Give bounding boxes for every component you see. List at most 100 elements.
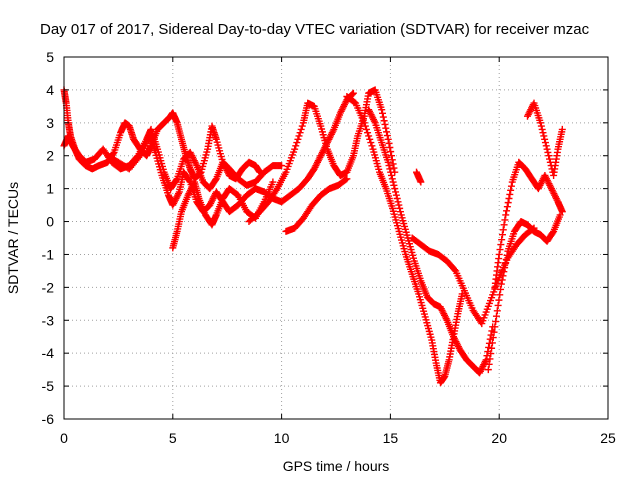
y-tick-label: -4: [42, 345, 55, 361]
data-point: [362, 125, 370, 133]
data-point: [388, 175, 396, 183]
data-series: [245, 86, 399, 226]
y-tick-label: -2: [42, 279, 55, 295]
data-point: [396, 204, 404, 212]
data-point: [364, 129, 372, 137]
data-point: [487, 350, 495, 358]
plot-area-frame: [63, 56, 609, 420]
data-point: [498, 236, 506, 244]
data-point: [394, 198, 402, 206]
data-point: [360, 119, 368, 127]
data-point: [385, 162, 393, 170]
data-point: [489, 334, 497, 342]
data-series: [413, 168, 425, 186]
data-point: [484, 366, 492, 374]
data-point: [278, 162, 286, 170]
y-tick-label: -5: [42, 378, 55, 394]
y-tick-label: 1: [46, 181, 54, 197]
data-point: [291, 145, 299, 153]
data-point: [537, 119, 545, 127]
data-point: [492, 312, 500, 320]
y-tick-label: 4: [46, 82, 54, 98]
data-point: [482, 356, 490, 364]
data-point: [293, 139, 301, 147]
data-point: [497, 241, 505, 249]
data-series: [60, 125, 286, 193]
data-point: [368, 142, 376, 150]
data-point: [386, 165, 394, 173]
data-point: [504, 199, 512, 207]
data-point: [502, 255, 510, 263]
data-point: [386, 144, 394, 151]
data-point: [380, 117, 388, 125]
data-point: [544, 148, 552, 156]
y-tick-label: 3: [46, 115, 54, 131]
data-point: [395, 201, 403, 209]
data-point: [385, 139, 393, 147]
data-point: [541, 139, 549, 147]
data-point: [269, 178, 277, 186]
data-point: [539, 129, 547, 137]
data-point: [379, 113, 387, 121]
data-point: [294, 135, 302, 143]
data-point: [500, 268, 508, 276]
data-point: [498, 276, 506, 284]
data-point: [558, 125, 566, 133]
data-point: [417, 178, 425, 186]
data-point: [505, 195, 513, 203]
data-series: [282, 175, 351, 235]
data-markers: [60, 86, 566, 387]
data-point: [546, 155, 554, 163]
y-tick-label: -1: [42, 246, 55, 262]
data-point: [391, 185, 399, 193]
data-point: [367, 139, 375, 147]
data-point: [486, 355, 494, 363]
y-tick-label: 2: [46, 148, 54, 164]
x-tick-label: 20: [491, 430, 507, 446]
data-point: [488, 339, 496, 347]
x-tick-label: 25: [600, 430, 616, 446]
x-axis-label: GPS time / hours: [283, 458, 390, 474]
data-point: [387, 148, 395, 156]
data-point: [541, 135, 549, 143]
data-point: [384, 158, 392, 166]
data-point: [451, 266, 459, 274]
data-point: [507, 182, 515, 190]
x-tick-label: 10: [274, 430, 290, 446]
data-point: [545, 152, 553, 160]
y-tick-label: 5: [46, 49, 54, 65]
data-point: [540, 132, 548, 140]
data-point: [384, 135, 392, 143]
data-point: [488, 344, 496, 352]
data-point: [507, 186, 515, 194]
data-point: [297, 125, 305, 133]
data-point: [502, 211, 510, 219]
data-point: [292, 142, 300, 150]
x-tick-label: 15: [383, 430, 399, 446]
data-point: [499, 226, 507, 234]
data-point: [490, 328, 498, 336]
data-series: [523, 99, 566, 179]
data-point: [498, 231, 506, 239]
data-point: [387, 171, 395, 179]
data-point: [493, 307, 501, 315]
data-point: [543, 145, 551, 153]
data-point: [390, 181, 398, 189]
x-tick-label: 0: [60, 430, 68, 446]
data-point: [495, 296, 503, 304]
data-point: [497, 280, 505, 288]
data-series: [484, 211, 564, 374]
data-point: [383, 128, 391, 136]
data-point: [496, 291, 504, 299]
data-point: [485, 360, 493, 368]
data-point: [389, 178, 397, 186]
data-point: [501, 260, 509, 268]
data-series: [491, 158, 566, 291]
data-point: [491, 323, 499, 331]
data-point: [494, 301, 502, 309]
data-point: [387, 168, 395, 176]
data-point: [361, 122, 369, 130]
data-point: [392, 191, 400, 199]
